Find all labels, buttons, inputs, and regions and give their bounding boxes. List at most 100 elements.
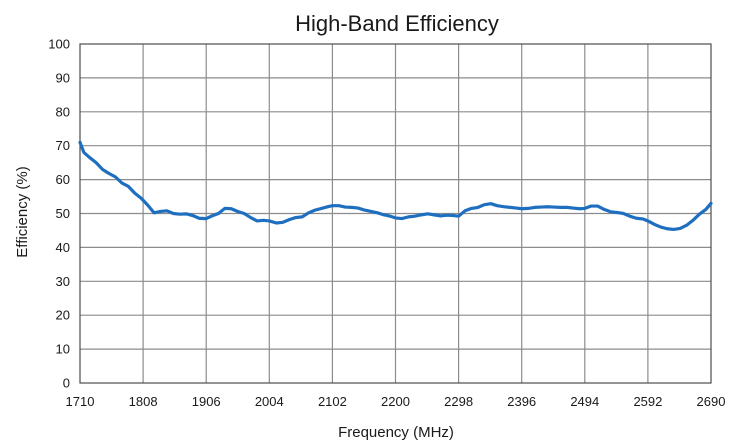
data-point [596, 205, 599, 207]
data-point [294, 216, 297, 219]
data-point [457, 215, 460, 218]
y-tick-label: 100 [48, 37, 70, 52]
data-point [641, 218, 644, 220]
data-point [426, 213, 429, 215]
data-point [275, 222, 278, 224]
data-point [584, 207, 586, 210]
data-point [320, 207, 323, 210]
data-point [540, 206, 542, 208]
data-point [527, 207, 529, 210]
data-point [520, 207, 523, 210]
data-point [331, 204, 334, 207]
data-point [363, 209, 366, 211]
data-point [394, 217, 397, 219]
data-point [420, 214, 423, 216]
data-point [546, 205, 549, 208]
x-tick-label: 2102 [318, 394, 347, 409]
x-tick-label: 1710 [66, 394, 95, 409]
data-point [414, 215, 416, 218]
data-point [533, 206, 536, 209]
data-point [301, 216, 303, 218]
data-point [236, 210, 239, 213]
data-point [108, 172, 110, 175]
data-point [344, 206, 347, 208]
data-point [496, 204, 499, 207]
data-point [256, 220, 258, 222]
data-point [635, 217, 638, 220]
data-point [679, 227, 681, 230]
data-point [153, 212, 155, 214]
y-tick-label: 40 [56, 240, 70, 255]
data-point [477, 206, 479, 209]
x-tick-label: 2004 [255, 394, 284, 409]
x-tick-label: 2592 [633, 394, 662, 409]
data-point [114, 176, 117, 178]
data-point [666, 227, 669, 230]
data-point [191, 214, 194, 217]
data-point [350, 206, 353, 209]
data-point [282, 221, 284, 224]
x-tick-label: 2298 [444, 394, 473, 409]
data-point [616, 211, 618, 214]
data-point [659, 226, 662, 228]
data-point [243, 212, 245, 215]
data-point [172, 212, 175, 215]
x-tick-label: 2396 [507, 394, 536, 409]
data-point [578, 207, 581, 210]
data-point [370, 210, 372, 213]
data-point [338, 204, 340, 207]
data-point [439, 215, 442, 217]
y-tick-label: 20 [56, 308, 70, 323]
data-point [685, 224, 688, 227]
data-point [121, 182, 123, 184]
data-point [705, 208, 707, 211]
tick-labels: 1710 1808 1906 2004 2102 2200 2298 2396 2494 2592… [48, 37, 725, 410]
x-tick-label: 1906 [192, 394, 221, 409]
data-point [262, 219, 265, 222]
data-point [389, 215, 392, 218]
chart-title: High-Band Efficiency [295, 11, 499, 36]
data-point [83, 151, 85, 154]
data-point [307, 212, 310, 214]
data-point [101, 168, 104, 171]
data-point [211, 215, 213, 217]
data-point [230, 207, 233, 210]
data-point [217, 212, 220, 215]
data-point [127, 185, 130, 188]
data-point [559, 206, 562, 209]
data-point [146, 204, 149, 206]
y-tick-label: 60 [56, 172, 70, 187]
data-point [133, 192, 136, 194]
x-tick-label: 1808 [129, 394, 158, 409]
x-tick-label: 2690 [697, 394, 726, 409]
data-point [572, 207, 575, 209]
data-point [179, 213, 181, 215]
data-point [489, 202, 492, 205]
data-point [327, 205, 329, 208]
y-tick-label: 70 [56, 138, 70, 153]
data-point [88, 156, 91, 159]
data-point [433, 214, 435, 216]
data-point [647, 220, 649, 222]
x-tick-label: 2200 [381, 394, 410, 409]
data-point [509, 206, 511, 209]
data-point [79, 141, 81, 144]
x-tick-label: 2494 [570, 394, 599, 409]
data-point [314, 209, 316, 211]
y-axis-title: Efficiency (%) [14, 166, 31, 257]
grid-lines [80, 44, 711, 383]
data-point [622, 212, 625, 215]
data-point [692, 219, 694, 222]
data-point [698, 213, 701, 215]
y-tick-label: 90 [56, 70, 70, 85]
series-layer [78, 140, 713, 232]
data-point [629, 215, 631, 218]
data-point [515, 207, 518, 209]
data-point [166, 209, 168, 212]
data-point [268, 220, 271, 222]
data-point [609, 211, 612, 213]
data-point [590, 205, 593, 207]
data-point [159, 210, 162, 213]
